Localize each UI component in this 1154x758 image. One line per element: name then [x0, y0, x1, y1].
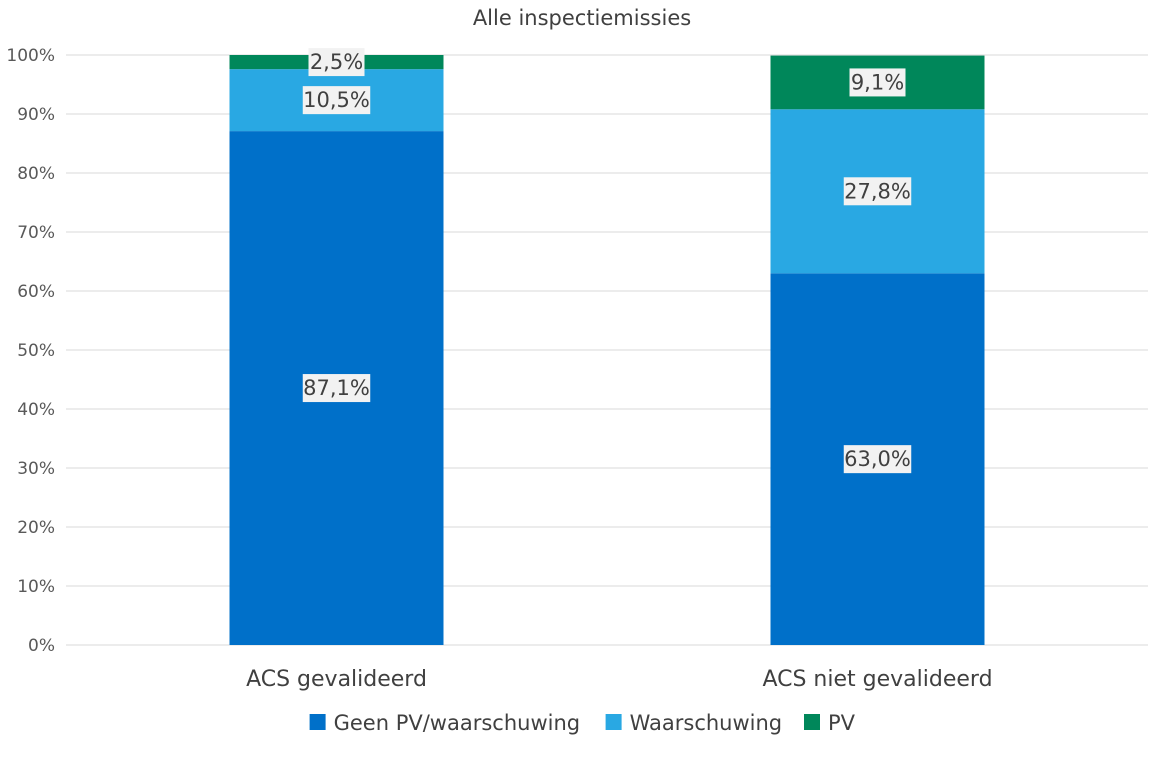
chart-title: Alle inspectiemissies — [473, 6, 691, 30]
y-tick-label: 100% — [6, 46, 55, 66]
data-labels: 87,1% 10,5% 2,5% 63,0% 27,8% 9,1% — [302, 48, 912, 474]
data-label: 27,8% — [844, 179, 911, 203]
y-tick-label: 20% — [17, 518, 55, 538]
legend-label: Geen PV/waarschuwing — [334, 711, 581, 735]
legend-swatch — [605, 714, 622, 730]
data-label: 87,1% — [303, 376, 370, 400]
y-tick-label: 10% — [17, 577, 55, 597]
legend: Geen PV/waarschuwing Waarschuwing PV — [309, 711, 856, 735]
legend-label: Waarschuwing — [630, 711, 783, 735]
data-label: 9,1% — [851, 70, 904, 94]
y-tick-label: 40% — [17, 400, 55, 420]
x-category-label: ACS gevalideerd — [246, 667, 427, 692]
data-label-background — [843, 445, 912, 474]
legend-swatch — [804, 714, 820, 730]
y-tick-label: 70% — [17, 223, 55, 243]
legend-label: PV — [828, 711, 856, 735]
data-label-background — [843, 177, 912, 206]
y-tick-label: 50% — [17, 341, 55, 361]
data-label-background — [308, 48, 365, 77]
y-tick-label: 90% — [17, 105, 55, 125]
data-label-background — [302, 374, 371, 403]
data-label: 63,0% — [844, 447, 911, 471]
legend-swatch — [309, 714, 326, 730]
y-axis-ticks: 0% 10% 20% 30% 40% 50% 60% 70% 80% 90% 100% — [6, 46, 55, 656]
x-category-label: ACS niet gevalideerd — [762, 667, 992, 692]
data-label: 10,5% — [303, 88, 370, 112]
y-tick-label: 30% — [17, 459, 55, 479]
data-label-background — [849, 68, 906, 97]
data-label-background — [302, 86, 371, 115]
gridlines — [66, 54, 1148, 646]
y-tick-label: 60% — [17, 282, 55, 302]
y-tick-label: 0% — [28, 636, 55, 656]
y-tick-label: 80% — [17, 164, 55, 184]
x-axis-categories: ACS gevalideerd ACS niet gevalideerd — [246, 667, 992, 692]
data-label: 2,5% — [310, 50, 363, 74]
